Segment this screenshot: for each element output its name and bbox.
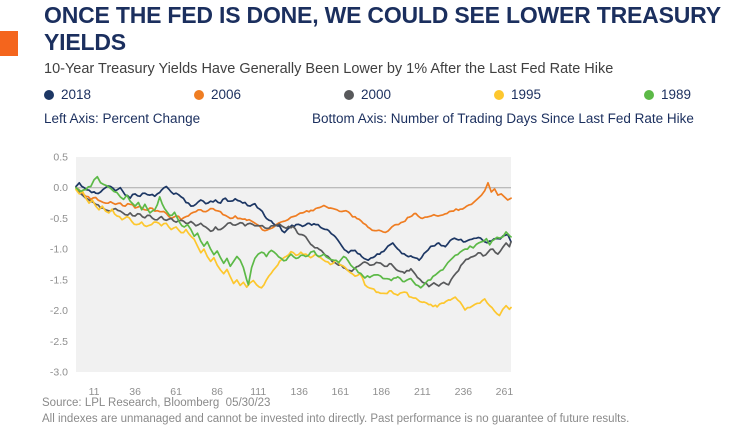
y-tick-label: -0.5 [50, 213, 68, 225]
chart-subtitle: 10-Year Treasury Yields Have Generally B… [44, 61, 614, 77]
bottom-axis-note: Bottom Axis: Number of Trading Days Sinc… [312, 111, 694, 126]
legend-label: 1989 [661, 87, 692, 102]
legend-label: 2018 [61, 87, 92, 102]
legend-item-2018: 2018 [44, 87, 194, 102]
series-line-1989 [75, 175, 512, 289]
y-tick-label: -2.0 [50, 305, 68, 317]
y-tick-label: 0.0 [53, 182, 68, 194]
page-title: ONCE THE FED IS DONE, WE COULD SEE LOWER… [44, 2, 721, 55]
y-tick-label: -2.5 [50, 336, 68, 348]
legend-dot-icon [194, 89, 204, 100]
y-tick-label: -1.5 [50, 274, 68, 286]
chart-legend: 2018 2006 2000 1995 1989 [44, 87, 704, 102]
legend-dot-icon [344, 89, 354, 100]
series-line-2018 [75, 181, 512, 262]
disclaimer-text: All indexes are unmanaged and cannot be … [42, 413, 630, 425]
series-line-2006 [75, 181, 512, 234]
y-tick-label: -1.0 [50, 244, 68, 256]
y-tick-label: 0.5 [53, 152, 68, 164]
legend-item-2000: 2000 [344, 87, 494, 102]
x-tick-label: 111 [250, 386, 266, 398]
legend-item-2006: 2006 [194, 87, 344, 102]
x-tick-label: 36 [129, 386, 141, 398]
source-text: Source: LPL Research, Bloomberg 05/30/23 [42, 397, 271, 409]
x-tick-label: 161 [332, 386, 350, 398]
x-tick-label: 211 [414, 386, 431, 398]
x-tick-label: 261 [496, 386, 514, 398]
legend-item-1995: 1995 [494, 87, 644, 102]
y-tick-label: -3.0 [50, 367, 68, 379]
series-line-1995 [75, 188, 512, 317]
line-chart: 0.5 0.0 -0.5 -1.0 -1.5 -2.0 -2.5 -3.0 11 36 61 86 11… [50, 152, 514, 399]
accent-square [0, 31, 18, 56]
legend-item-1989: 1989 [644, 87, 691, 102]
x-tick-label: 186 [373, 386, 391, 398]
legend-label: 2000 [361, 87, 392, 102]
legend-label: 2006 [211, 87, 242, 102]
x-tick-label: 86 [211, 386, 223, 398]
plot-background [76, 157, 511, 372]
x-tick-label: 11 [89, 386, 100, 398]
left-axis-note: Left Axis: Percent Change [44, 111, 201, 126]
x-tick-label: 136 [290, 386, 308, 398]
legend-dot-icon [44, 89, 54, 100]
legend-dot-icon [494, 89, 504, 100]
x-tick-label: 236 [455, 386, 473, 398]
legend-dot-icon [644, 89, 654, 100]
series-line-2000 [75, 186, 512, 288]
legend-label: 1995 [511, 87, 542, 102]
x-tick-label: 61 [170, 386, 182, 398]
